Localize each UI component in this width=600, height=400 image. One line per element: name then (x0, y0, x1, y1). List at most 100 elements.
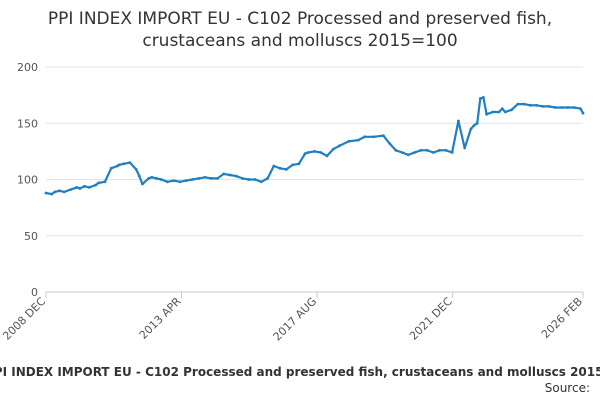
data-point (347, 139, 351, 143)
data-point (50, 192, 54, 196)
data-point (482, 96, 485, 99)
data-point (141, 182, 144, 186)
data-point (510, 108, 513, 112)
data-point (394, 148, 398, 152)
chart-title: PPI INDEX IMPORT EU - C102 Processed and… (0, 8, 600, 52)
data-point (53, 190, 57, 194)
data-point (155, 177, 158, 180)
data-point (284, 168, 288, 171)
tick-labels: 0 50 100 150 200 2008 DEC 2013 APR 2017 AUG 2021… (0, 61, 585, 343)
data-point (75, 186, 79, 189)
y-tick-label-200: 200 (17, 61, 38, 74)
data-point (159, 178, 163, 181)
data-point (134, 168, 138, 171)
data-point (503, 110, 507, 114)
data-point (406, 153, 410, 157)
data-point (137, 174, 141, 178)
data-point (272, 164, 276, 168)
data-point (147, 177, 151, 180)
data-point (485, 112, 488, 116)
data-point (425, 148, 429, 152)
y-tick-label-50: 50 (24, 230, 38, 243)
data-point (150, 175, 154, 179)
data-point (522, 102, 526, 106)
data-point (297, 162, 301, 166)
data-point (491, 110, 495, 114)
data-point (58, 189, 61, 193)
x-tick-label-0: 2008 DEC (0, 295, 48, 343)
data-point (178, 180, 182, 184)
data-point (579, 107, 582, 110)
data-point (438, 148, 441, 152)
data-point (117, 163, 121, 167)
data-point (266, 177, 269, 180)
data-point (444, 148, 448, 152)
data-point (172, 179, 176, 183)
data-point (228, 173, 232, 177)
footer-source: Source: (544, 381, 590, 395)
data-point (338, 144, 341, 148)
data-point (306, 151, 310, 154)
data-point (253, 178, 257, 181)
data-point (259, 180, 263, 184)
data-point (278, 166, 282, 170)
data-point (497, 110, 501, 114)
data-point (122, 162, 126, 166)
data-point (572, 106, 576, 109)
data-point (197, 177, 201, 180)
x-tick-label-3: 2021 DEC (407, 295, 455, 343)
gridlines (46, 66, 583, 237)
data-point (472, 124, 476, 127)
data-point (356, 138, 360, 142)
data-point (247, 178, 251, 181)
data-point (203, 175, 207, 179)
data-point (331, 147, 335, 151)
axes (45, 291, 584, 298)
data-point (432, 151, 435, 154)
data-point (413, 151, 416, 154)
data-point (541, 105, 545, 108)
data-point (581, 111, 585, 115)
chart-title-line-1: PPI INDEX IMPORT EU - C102 Processed and… (47, 9, 553, 29)
data-point (303, 152, 307, 156)
y-tick-label-0: 0 (31, 286, 38, 299)
data-point (566, 106, 570, 109)
data-point (44, 191, 48, 195)
data-point (94, 183, 97, 187)
x-tick-label-4: 2026 FEB (539, 295, 585, 341)
data-point (313, 150, 316, 153)
series-layer (44, 96, 585, 196)
x-tick-label-1: 2013 APR (137, 295, 184, 342)
data-point (191, 178, 194, 181)
data-point (69, 188, 72, 192)
data-point (222, 172, 226, 176)
data-point (547, 105, 551, 108)
data-point (400, 151, 404, 154)
data-point (234, 174, 238, 178)
data-point (103, 180, 107, 184)
data-point (291, 163, 294, 167)
data-point (500, 107, 504, 110)
data-point (109, 166, 113, 170)
data-point (241, 177, 244, 180)
data-point (516, 102, 520, 106)
data-point (478, 97, 482, 100)
data-point (463, 146, 467, 150)
data-point (209, 177, 213, 180)
data-point (475, 121, 479, 125)
data-point (457, 119, 460, 123)
y-tick-label-100: 100 (17, 174, 38, 187)
data-point (535, 103, 538, 107)
data-point (529, 103, 532, 107)
data-point (419, 148, 423, 152)
data-point (363, 135, 366, 139)
data-point (469, 127, 473, 131)
data-point (128, 161, 132, 165)
data-point (450, 151, 454, 154)
x-tick-label-2: 2017 AUG (271, 295, 320, 344)
chart-title-line-2: crustaceans and molluscs 2015=100 (142, 31, 458, 51)
data-point (78, 187, 82, 190)
y-tick-label-150: 150 (17, 117, 38, 130)
data-point (87, 186, 91, 189)
data-point (319, 151, 323, 154)
